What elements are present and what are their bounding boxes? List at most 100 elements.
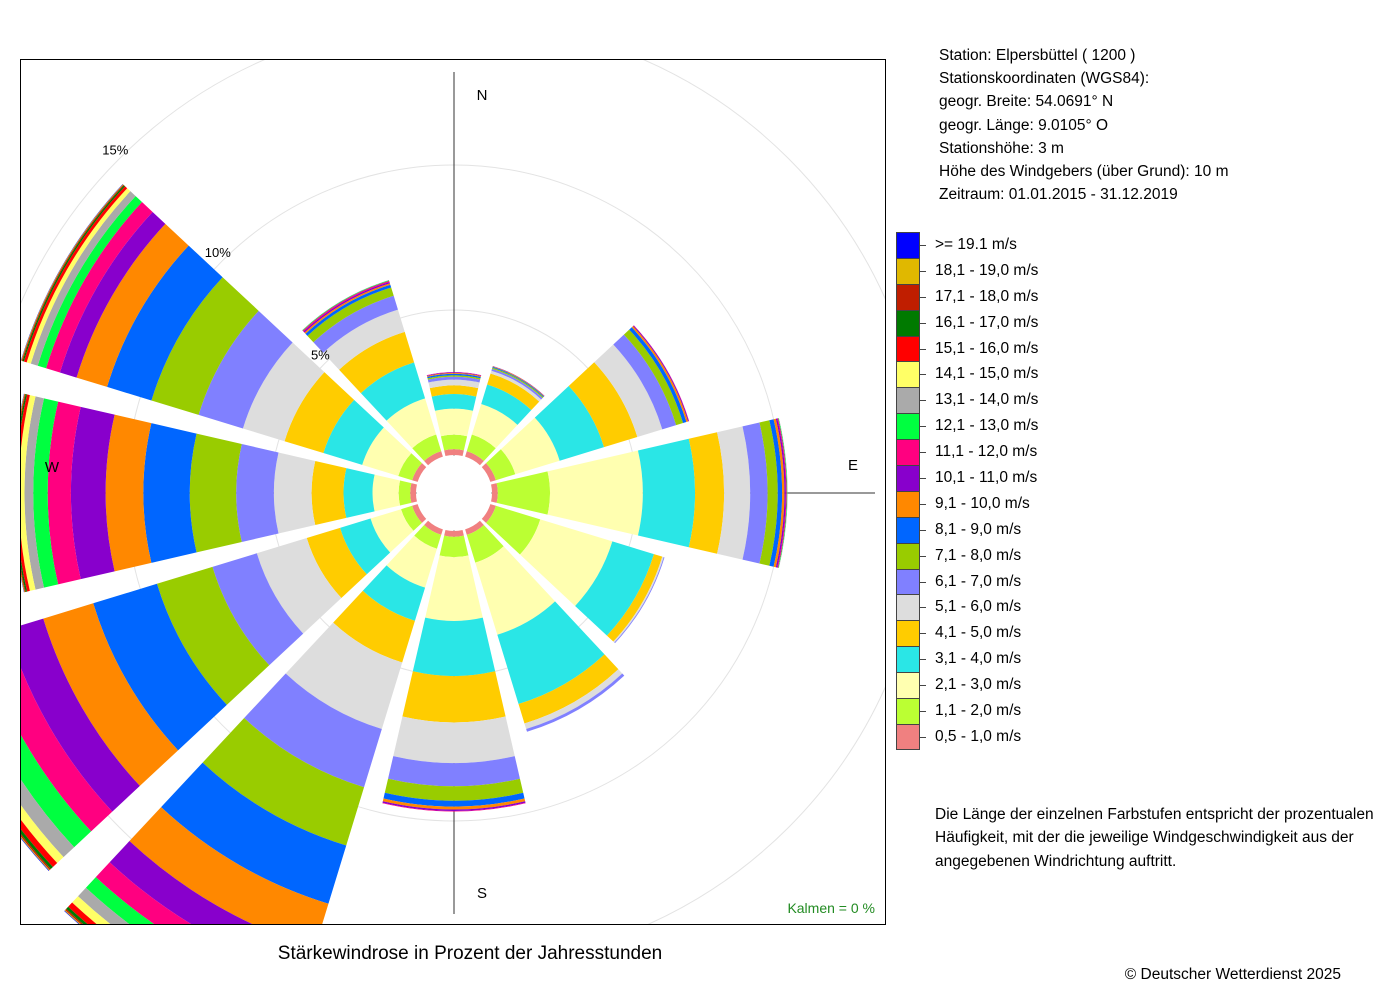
rose-segment xyxy=(759,420,778,566)
rose-segment xyxy=(47,401,81,585)
legend-tick xyxy=(920,270,926,272)
legend-swatch xyxy=(896,232,920,258)
legend-tick xyxy=(920,685,926,687)
rose-segment xyxy=(742,422,768,564)
rose-segment xyxy=(129,807,329,924)
legend-tick xyxy=(920,245,926,246)
legend-tick xyxy=(920,322,926,324)
legend-label: 13,1 - 14,0 m/s xyxy=(935,391,1039,409)
rose-segment xyxy=(143,423,197,563)
legend-swatch xyxy=(896,490,920,517)
ring-label: 10% xyxy=(205,245,231,260)
rose-segment xyxy=(775,418,786,568)
station-elevation: Stationshöhe: 3 m xyxy=(939,139,1064,157)
rose-segment xyxy=(21,735,92,848)
rose-segment xyxy=(313,295,398,353)
legend-label: 16,1 - 17,0 m/s xyxy=(935,313,1039,331)
rose-segment xyxy=(398,453,422,481)
legend-swatch xyxy=(896,465,920,491)
rose-segment xyxy=(362,565,426,621)
rose-segment xyxy=(606,554,663,642)
rose-segment xyxy=(424,520,443,535)
legend-tick xyxy=(920,736,926,738)
rose-segment xyxy=(401,505,422,531)
rose-segment xyxy=(285,622,403,730)
rose-segment xyxy=(161,762,347,904)
rose-segment xyxy=(637,438,695,548)
rose-segment xyxy=(68,902,97,924)
rose-segment xyxy=(311,460,347,526)
rose-segment xyxy=(491,483,498,503)
rose-segment xyxy=(95,862,192,924)
rose-segment xyxy=(412,504,427,523)
rose-segment xyxy=(256,538,342,634)
rose-segment xyxy=(481,384,532,425)
rose-segment xyxy=(46,202,153,373)
rose-segment xyxy=(323,309,405,370)
rose-segment xyxy=(412,434,442,461)
time-period: Zeitraum: 01.01.2015 - 31.12.2019 xyxy=(939,186,1178,204)
rose-segment xyxy=(481,463,496,482)
calm-label: Kalmen = 0 % xyxy=(787,900,875,916)
rose-segment xyxy=(24,396,44,590)
legend-swatch xyxy=(896,439,920,466)
legend-swatch xyxy=(896,672,920,699)
rose-segment xyxy=(236,444,279,542)
rose-segment xyxy=(156,566,270,705)
rose-segment xyxy=(688,432,725,554)
legend-label: 2,1 - 3,0 m/s xyxy=(935,676,1022,694)
explanation-note: Die Länge der einzelnen Farbstufen entsp… xyxy=(935,803,1395,873)
legend-tick xyxy=(920,711,926,713)
rose-segment xyxy=(85,877,154,924)
rose-segment xyxy=(414,525,442,549)
rose-segment xyxy=(333,590,415,663)
rose-segment xyxy=(778,417,788,569)
rose-segment xyxy=(212,553,304,666)
rose-segment xyxy=(613,334,677,430)
rose-segment xyxy=(575,541,654,636)
rose-segment xyxy=(427,375,481,380)
compass-label: S xyxy=(477,885,487,902)
rose-segment xyxy=(64,909,81,924)
rose-segment xyxy=(59,211,166,378)
rose-segment xyxy=(398,480,412,506)
legend-label: 1,1 - 2,0 m/s xyxy=(935,702,1022,720)
rose-segment xyxy=(21,819,58,868)
rose-segment xyxy=(429,385,479,397)
rose-segment xyxy=(428,379,480,389)
wind-rose-chart: 5% 10% 15% N E S W Kalmen = 0 % xyxy=(21,60,885,924)
legend-swatch xyxy=(896,283,920,310)
rose-segment xyxy=(526,673,625,732)
rose-segment xyxy=(340,518,391,575)
rose-segment xyxy=(70,406,115,580)
legend-tick xyxy=(920,426,926,428)
legend-swatch xyxy=(896,309,920,336)
rose-segment xyxy=(471,403,518,449)
rose-segment xyxy=(487,373,540,411)
rose-segment xyxy=(594,344,663,437)
plot-frame: 5% 10% 15% N E S W Kalmen = 0 % xyxy=(20,59,886,925)
rose-segment xyxy=(105,414,152,572)
rose-segment xyxy=(465,451,484,466)
chart-title: Stärkewindrose in Prozent der Jahresstun… xyxy=(277,943,663,964)
rose-segment xyxy=(426,372,482,376)
rose-segment xyxy=(410,483,417,503)
rose-segment xyxy=(444,449,464,456)
rose-segment xyxy=(412,617,496,677)
rose-segment xyxy=(66,906,88,924)
rose-segment xyxy=(426,372,482,377)
legend-swatch xyxy=(896,620,920,647)
rose-segment xyxy=(151,277,259,415)
rose-segment xyxy=(189,433,242,553)
station-name: Station: Elpersbüttel ( 1200 ) xyxy=(939,47,1136,64)
rose-segment xyxy=(388,756,520,787)
legend-tick xyxy=(920,633,926,635)
rose-segment xyxy=(21,836,50,871)
legend-tick xyxy=(920,581,926,583)
legend-label: 17,1 - 18,0 m/s xyxy=(935,287,1039,305)
rose-segment xyxy=(33,398,59,588)
rose-segment xyxy=(440,434,468,451)
rose-segment xyxy=(43,603,179,786)
rose-segment xyxy=(72,896,111,924)
rose-segment xyxy=(486,505,541,555)
